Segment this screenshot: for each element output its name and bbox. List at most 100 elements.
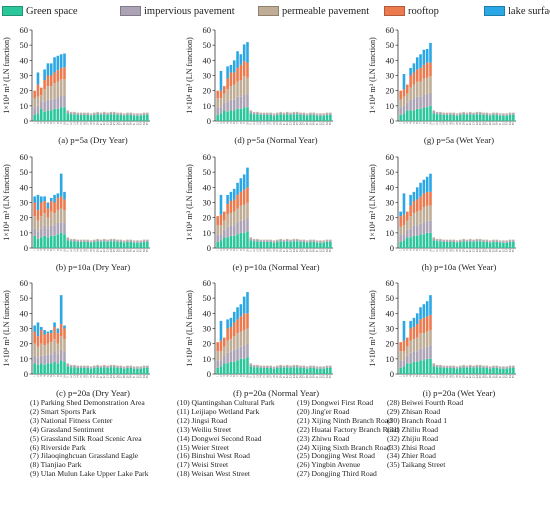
bar-impervious-pavement-19: [276, 113, 279, 115]
bar-permeable-pavement-31: [315, 113, 319, 115]
bar-green-space-33: [505, 242, 509, 248]
bar-impervious-pavement-8: [239, 96, 243, 109]
bar-impervious-pavement-24: [475, 365, 479, 368]
bar-impervious-pavement-3: [405, 355, 409, 364]
x-tick-label: 11: [250, 375, 253, 378]
x-tick-label: 12: [436, 122, 439, 125]
x-tick-label: 16: [449, 122, 452, 125]
bar-rooftop-6: [415, 69, 419, 82]
bar-impervious-pavement-19: [459, 240, 462, 242]
bar-impervious-pavement-25: [478, 239, 482, 242]
bar-lake-surface-5: [412, 317, 416, 327]
bar-permeable-pavement-30: [312, 112, 316, 114]
x-tick-label: 28: [123, 249, 126, 252]
bar-impervious-pavement-26: [482, 113, 485, 115]
y-tick-label: 60: [203, 25, 212, 35]
y-tick-label: 40: [386, 55, 395, 65]
bar-green-space-2: [219, 366, 223, 374]
bar-lake-surface-9: [425, 176, 429, 192]
bar-green-space-22: [468, 241, 472, 248]
bar-impervious-pavement-21: [465, 366, 469, 368]
bar-permeable-pavement-33: [139, 366, 143, 368]
x-tick-label: 30: [313, 375, 316, 378]
bar-permeable-pavement-31: [498, 366, 502, 368]
bar-green-space-22: [285, 367, 289, 374]
bar-impervious-pavement-21: [99, 366, 103, 368]
y-tick-label: 50: [20, 40, 29, 50]
bar-impervious-pavement-9: [242, 219, 246, 233]
bar-impervious-pavement-2: [36, 231, 40, 239]
x-tick-label: 24: [110, 375, 113, 378]
bar-permeable-pavement-19: [459, 239, 462, 241]
bar-permeable-pavement-15: [79, 365, 83, 367]
bar-impervious-pavement-29: [126, 366, 129, 368]
x-tick-label: 1: [34, 375, 37, 377]
x-tick-label: 12: [436, 249, 439, 252]
bar-impervious-pavement-16: [266, 240, 269, 242]
bar-lake-surface-9: [425, 48, 429, 63]
bar-green-space-14: [76, 114, 80, 121]
bar-impervious-pavement-4: [409, 228, 412, 238]
bar-permeable-pavement-13: [439, 111, 442, 113]
y-axis-label: 1×10⁴ m³ (LN function): [2, 164, 11, 241]
bar-green-space-13: [73, 241, 76, 248]
bar-green-space-27: [485, 241, 489, 248]
site-name-item: (14) Dongwei Second Road: [177, 433, 262, 443]
y-tick-label: 0: [390, 243, 394, 253]
y-tick-label: 10: [20, 228, 29, 238]
bar-permeable-pavement-17: [269, 239, 272, 241]
y-tick-label: 0: [24, 369, 28, 379]
x-tick-label: 33: [140, 122, 143, 125]
bar-green-space-31: [498, 242, 502, 248]
x-tick-label: 1: [217, 375, 220, 377]
y-axis-label: 1×10⁴ m³ (LN function): [2, 37, 11, 114]
bar-impervious-pavement-2: [219, 107, 223, 114]
x-tick-label: 6: [416, 122, 419, 124]
y-tick-label: 40: [386, 308, 395, 318]
bar-permeable-pavement-30: [129, 239, 133, 241]
x-tick-label: 29: [492, 249, 495, 252]
bar-impervious-pavement-35: [146, 113, 149, 115]
x-tick-label: 11: [250, 122, 253, 125]
bar-permeable-pavement-26: [116, 112, 119, 114]
bar-lake-surface-4: [226, 66, 229, 79]
bar-impervious-pavement-21: [282, 113, 286, 115]
bar-permeable-pavement-11: [249, 237, 253, 239]
legend-label: Green space: [26, 5, 78, 17]
bar-green-space-10: [429, 232, 432, 248]
bar-permeable-pavement-5: [229, 339, 233, 352]
bar-green-space-2: [402, 366, 406, 374]
bar-impervious-pavement-3: [222, 102, 226, 111]
x-tick-label: 31: [499, 375, 502, 378]
x-tick-label: 18: [456, 122, 459, 125]
x-tick-label: 29: [492, 375, 495, 378]
bar-green-space-22: [468, 367, 472, 374]
bar-green-space-17: [86, 114, 89, 121]
bar-green-space-35: [512, 241, 515, 248]
bar-permeable-pavement-11: [66, 110, 70, 112]
x-tick-label: 26: [299, 375, 302, 378]
bar-impervious-pavement-11: [249, 111, 253, 114]
x-tick-label: 1: [400, 375, 403, 377]
bar-impervious-pavement-9: [425, 220, 429, 233]
y-tick-label: 40: [203, 182, 212, 192]
bar-green-space-26: [299, 241, 302, 248]
x-tick-label: 23: [106, 375, 109, 378]
y-tick-label: 40: [20, 55, 29, 65]
bar-rooftop-6: [232, 322, 236, 337]
bar-permeable-pavement-17: [452, 365, 455, 367]
x-tick-label: 3: [40, 122, 43, 124]
bar-permeable-pavement-8: [239, 205, 243, 221]
bar-impervious-pavement-25: [112, 365, 116, 368]
bar-green-space-14: [76, 367, 80, 374]
bar-impervious-pavement-29: [492, 240, 495, 242]
bar-permeable-pavement-34: [142, 365, 146, 367]
bar-permeable-pavement-18: [455, 113, 459, 115]
bar-permeable-pavement-31: [132, 240, 136, 242]
bar-impervious-pavement-25: [112, 239, 116, 242]
bar-permeable-pavement-14: [259, 112, 263, 114]
bar-permeable-pavement-23: [289, 365, 292, 367]
bar-rooftop-7: [419, 196, 422, 211]
bar-rooftop-5: [229, 326, 233, 340]
